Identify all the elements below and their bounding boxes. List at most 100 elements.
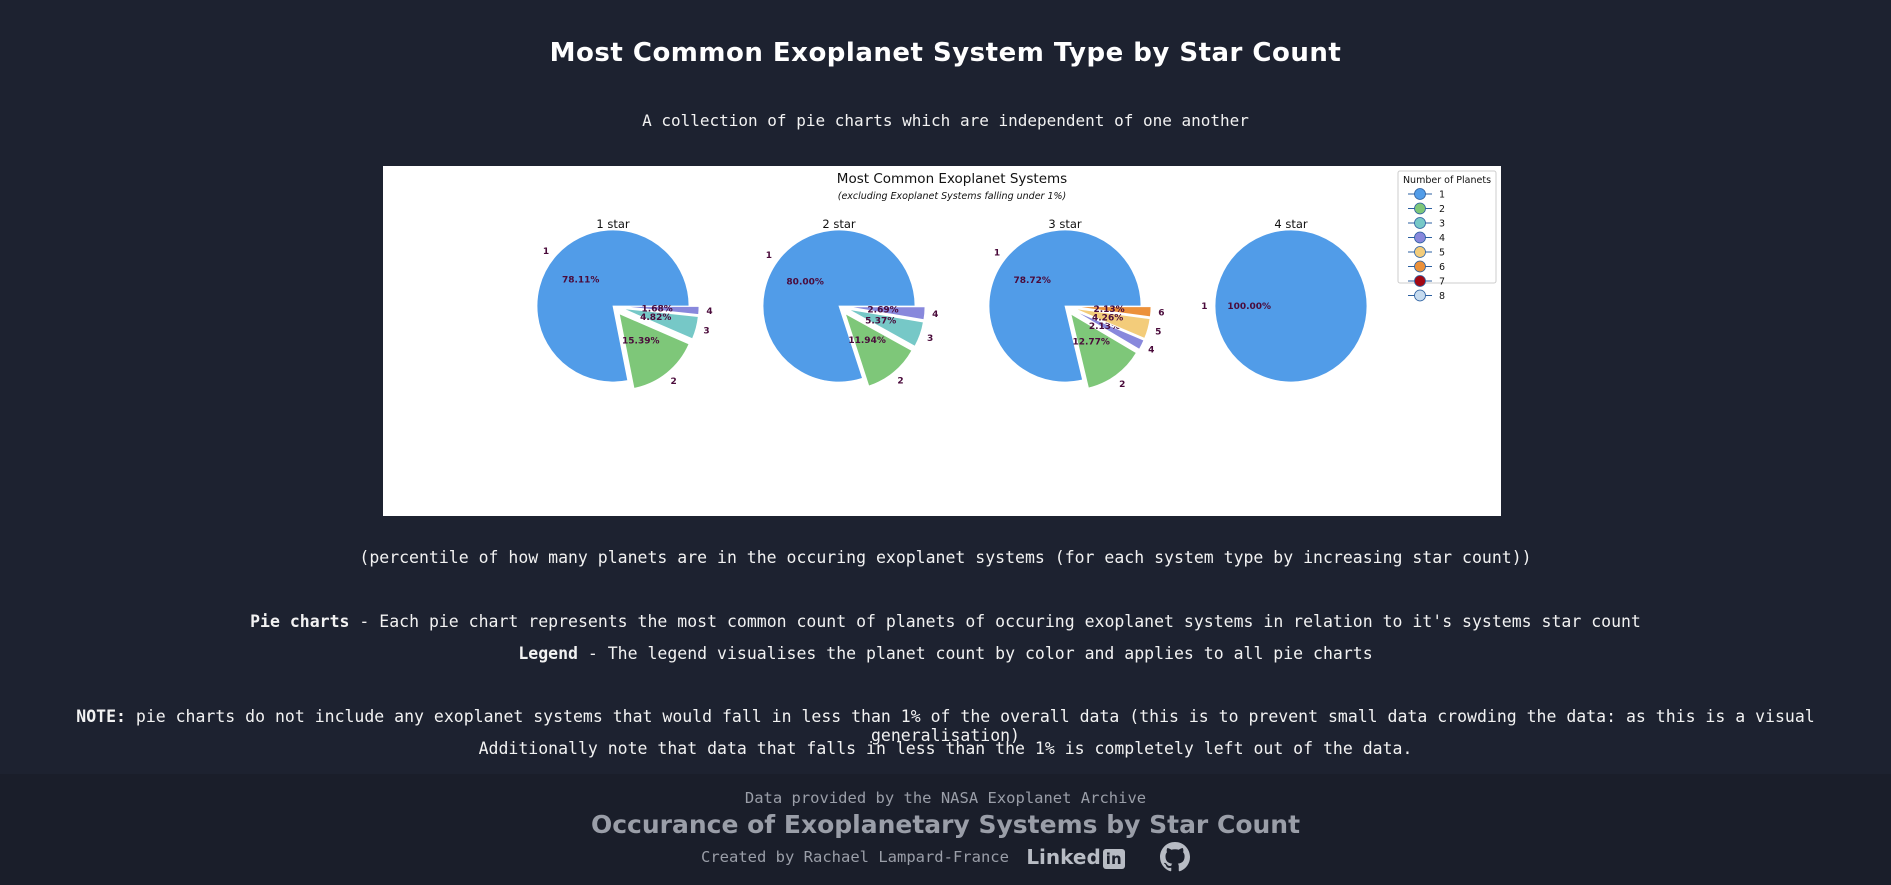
pie-slice-1-planets bbox=[762, 229, 916, 383]
slice-label: 4 bbox=[706, 307, 712, 317]
note-line-2: Additionally note that data that falls i… bbox=[478, 739, 1413, 758]
note-text: pie charts do not include any exoplanet … bbox=[125, 707, 1815, 745]
page-subtitle: A collection of pie charts which are ind… bbox=[642, 111, 1249, 130]
pie-slice-4-planets bbox=[622, 306, 700, 315]
footer-credit: Created by Rachael Lampard-France Linked… bbox=[0, 842, 1891, 872]
page-title: Most Common Exoplanet System Type by Sta… bbox=[549, 38, 1342, 68]
legend-label: 3 bbox=[1439, 219, 1445, 230]
pie-slice-1-planets bbox=[1214, 229, 1368, 383]
slice-percent-label: 4.26% bbox=[1092, 314, 1123, 324]
slice-label: 5 bbox=[1155, 328, 1161, 338]
pie-slice-1-planets bbox=[988, 229, 1142, 383]
footer-source: Data provided by the NASA Exoplanet Arch… bbox=[744, 789, 1147, 807]
legend-marker bbox=[1414, 260, 1426, 273]
pie-charts-figure: Most Common Exoplanet Systems (excluding… bbox=[536, 170, 1497, 390]
slice-label: 3 bbox=[927, 334, 933, 344]
github-icon[interactable] bbox=[1159, 842, 1190, 872]
pie-slice-2-planets bbox=[1070, 313, 1137, 389]
legend-label: 4 bbox=[1439, 233, 1445, 244]
linkedin-icon[interactable]: Linked in bbox=[1026, 845, 1125, 869]
pie-charts-term: Pie charts bbox=[250, 612, 350, 631]
pie-title: 3 star bbox=[1048, 217, 1082, 231]
legend-label: 2 bbox=[1439, 204, 1445, 215]
slice-label: 4 bbox=[1148, 346, 1154, 356]
slice-percent-label: 100.00% bbox=[1227, 302, 1271, 312]
legend-term: Legend bbox=[518, 644, 578, 663]
slice-label: 1 bbox=[543, 247, 549, 257]
slice-label: 2 bbox=[671, 377, 677, 387]
pie-chart-4: 4 star 1 100.00% bbox=[1201, 217, 1368, 383]
footer: Data provided by the NASA Exoplanet Arch… bbox=[0, 774, 1891, 885]
slice-percent-label: 80.00% bbox=[786, 277, 824, 287]
legend-label: 1 bbox=[1439, 190, 1445, 201]
pie-slice-3-planets bbox=[622, 308, 699, 340]
slice-label: 6 bbox=[1158, 308, 1164, 318]
chart-legend: Number of Planets 1 2 3 4 5 6 7 8 bbox=[1397, 170, 1497, 302]
legend-marker bbox=[1414, 217, 1426, 229]
legend-item: 4 bbox=[1408, 231, 1445, 244]
slice-percent-label: 2.13% bbox=[1089, 322, 1120, 332]
legend-marker bbox=[1414, 231, 1426, 244]
pie-slice-4-planets bbox=[1073, 310, 1145, 350]
legend-item: 1 bbox=[1408, 188, 1445, 201]
linkedin-box: in bbox=[1102, 849, 1125, 869]
slice-label: 1 bbox=[1201, 302, 1207, 312]
legend-marker bbox=[1414, 246, 1426, 258]
chart-panel: Most Common Exoplanet Systems (excluding… bbox=[383, 166, 1501, 516]
credit-text: Created by Rachael Lampard-France bbox=[701, 848, 1009, 866]
slice-percent-label: 2.69% bbox=[867, 306, 898, 316]
slice-label: 3 bbox=[703, 327, 709, 337]
pie-chart-2: 2 star 1 80.00% 2 11.94% 3 5.37% 4 2.69% bbox=[762, 217, 938, 387]
slice-label: 4 bbox=[932, 310, 938, 320]
slice-percent-label: 12.77% bbox=[1072, 338, 1110, 348]
legend-item: 7 bbox=[1408, 275, 1445, 288]
slice-percent-label: 78.11% bbox=[562, 275, 600, 285]
chart-caption: (percentile of how many planets are in t… bbox=[359, 548, 1532, 567]
pie-slice-5-planets bbox=[1074, 308, 1151, 339]
legend-item: 6 bbox=[1408, 260, 1445, 273]
legend-label: 6 bbox=[1439, 262, 1445, 273]
legend-marker bbox=[1414, 275, 1426, 287]
slice-percent-label: 78.72% bbox=[1013, 276, 1051, 286]
linkedin-text: Linked bbox=[1026, 845, 1101, 869]
chart-subtitle: (excluding Exoplanet Systems falling und… bbox=[838, 191, 1067, 202]
note-line-1: NOTE: pie charts do not include any exop… bbox=[0, 707, 1891, 745]
legend-description: Legend - The legend visualises the plane… bbox=[0, 644, 1891, 663]
pie-slice-2-planets bbox=[844, 312, 913, 387]
legend-title: Number of Planets bbox=[1403, 175, 1491, 186]
footer-title: Occurance of Exoplanetary Systems by Sta… bbox=[590, 810, 1301, 839]
pie-chart-3: 3 star 1 78.72% 2 12.77% 4 2.13% 5 4.26% 6 2.13% bbox=[988, 217, 1165, 390]
legend-item: 2 bbox=[1408, 202, 1445, 215]
legend-label: 8 bbox=[1439, 291, 1445, 302]
slice-percent-label: 4.82% bbox=[640, 313, 671, 323]
pie-slice-1-planets bbox=[536, 229, 690, 383]
pie-slice-3-planets bbox=[848, 308, 924, 347]
legend-marker bbox=[1414, 188, 1426, 200]
legend-text: - The legend visualises the planet count… bbox=[577, 644, 1373, 663]
slice-label: 1 bbox=[766, 251, 772, 261]
slice-percent-label: 5.37% bbox=[865, 317, 896, 327]
slice-label: 2 bbox=[897, 377, 903, 387]
pie-title: 4 star bbox=[1274, 217, 1308, 231]
slice-percent-label: 2.13% bbox=[1093, 305, 1124, 315]
slice-percent-label: 15.39% bbox=[622, 336, 660, 346]
slice-label: 1 bbox=[994, 248, 1000, 258]
pie-slice-2-planets bbox=[618, 313, 690, 389]
pie-charts-text: - Each pie chart represents the most com… bbox=[349, 612, 1641, 631]
slice-percent-label: 11.94% bbox=[848, 336, 886, 346]
legend-marker bbox=[1414, 202, 1426, 215]
chart-title: Most Common Exoplanet Systems bbox=[837, 171, 1067, 187]
legend-label: 7 bbox=[1439, 277, 1445, 288]
legend-item: 3 bbox=[1408, 217, 1445, 230]
legend-item: 5 bbox=[1408, 246, 1445, 259]
pie-slice-4-planets bbox=[848, 306, 926, 321]
pie-charts-description: Pie charts - Each pie chart represents t… bbox=[0, 612, 1891, 631]
slice-label: 2 bbox=[1119, 380, 1125, 390]
pie-chart-1: 1 star 1 78.11% 2 15.39% 3 4.82% 4 1.68% bbox=[536, 217, 713, 389]
legend-label: 5 bbox=[1439, 248, 1445, 259]
legend-marker bbox=[1414, 289, 1426, 302]
pie-title: 1 star bbox=[596, 217, 630, 231]
pie-slice-6-planets bbox=[1074, 306, 1152, 318]
note-term: NOTE: bbox=[76, 707, 126, 726]
pie-title: 2 star bbox=[822, 217, 856, 231]
